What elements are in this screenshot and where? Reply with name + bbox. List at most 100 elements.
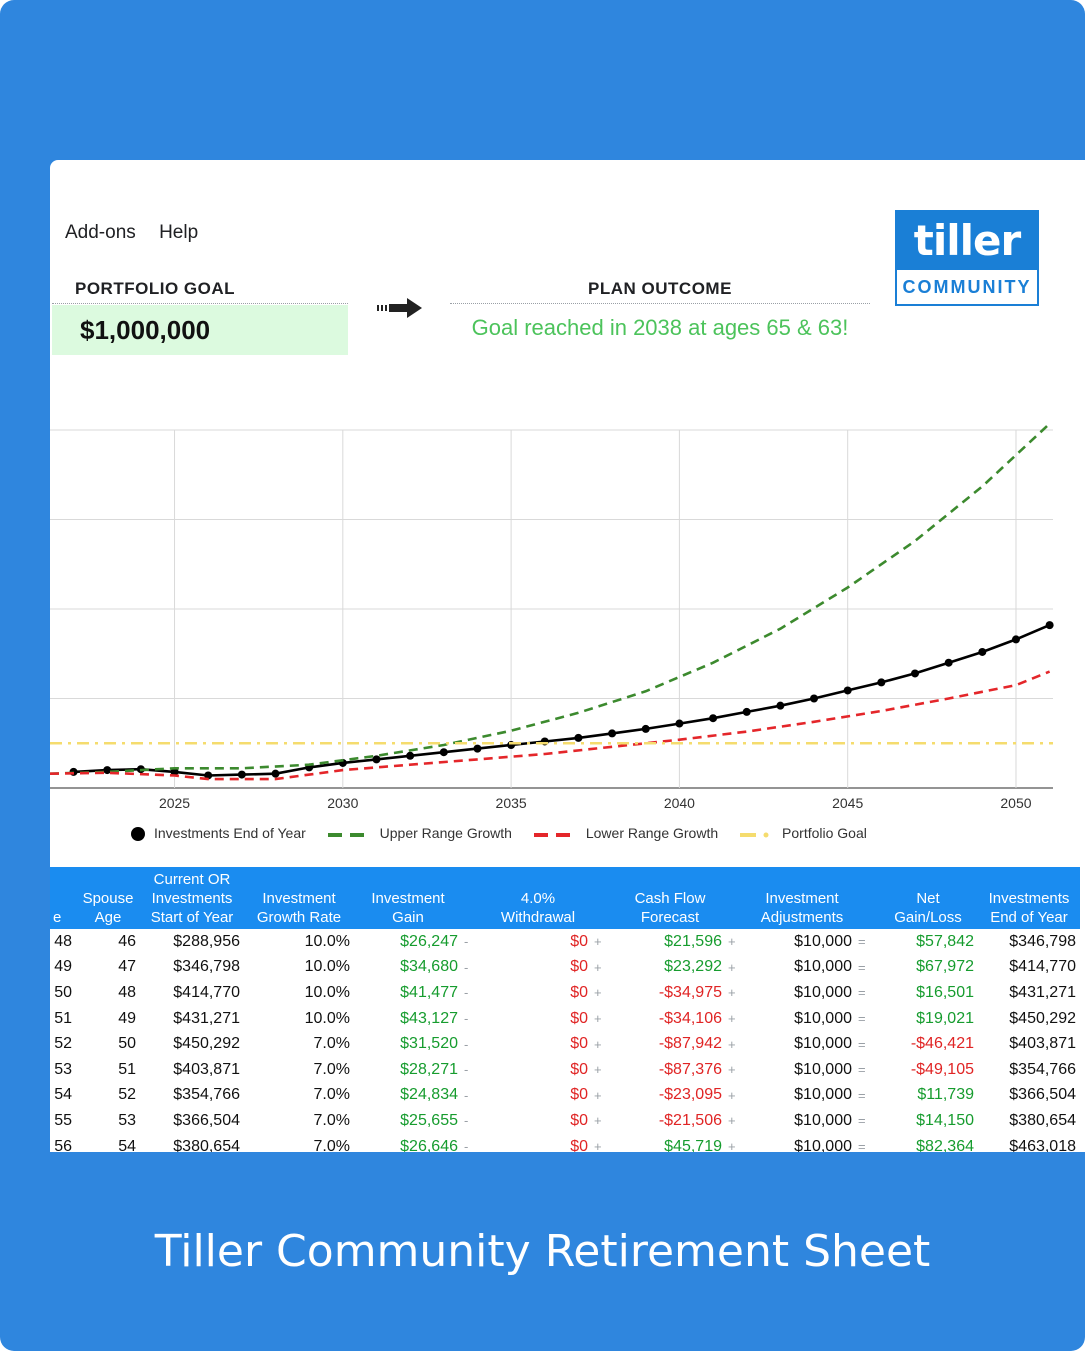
table-cell[interactable]: $67,972 (916, 958, 974, 976)
table-cell[interactable]: $31,520 (400, 1035, 458, 1053)
table-cell[interactable]: - (464, 985, 469, 1001)
table-cell[interactable]: $14,150 (916, 1111, 974, 1129)
table-cell[interactable]: 47 (118, 958, 136, 976)
table-cell[interactable]: - (464, 1062, 469, 1078)
table-cell[interactable]: - (464, 1087, 469, 1103)
table-cell[interactable]: $288,956 (173, 932, 240, 950)
table-cell[interactable]: $43,127 (400, 1009, 458, 1027)
table-cell[interactable]: $41,477 (400, 983, 458, 1001)
portfolio-goal-cell[interactable]: $1,000,000 (52, 305, 348, 355)
table-cell[interactable]: = (858, 1036, 866, 1052)
table-cell[interactable]: $10,000 (794, 1060, 852, 1078)
table-cell[interactable]: -$46,421 (910, 1035, 974, 1053)
table-cell[interactable]: - (464, 1113, 469, 1129)
table-cell[interactable]: 48 (118, 983, 136, 1001)
table-cell[interactable]: 49 (54, 958, 72, 976)
table-cell[interactable]: 10.0% (304, 932, 350, 950)
table-cell[interactable]: 52 (54, 1035, 72, 1053)
table-row[interactable]: 55 53 $366,504 7.0% $25,655- $0 + -$21,506 + $10,… (50, 1108, 1080, 1134)
table-cell[interactable]: $431,271 (173, 1009, 240, 1027)
table-cell[interactable]: + (728, 1062, 736, 1078)
table-cell[interactable]: 7.0% (313, 1111, 350, 1129)
table-cell[interactable]: 54 (118, 1137, 136, 1152)
table-cell[interactable]: $463,018 (1009, 1137, 1076, 1152)
table-cell[interactable]: + (728, 1139, 736, 1152)
table-cell[interactable]: -$34,106 (658, 1009, 722, 1027)
table-cell[interactable]: -$87,942 (658, 1035, 722, 1053)
table-cell[interactable]: $403,871 (173, 1060, 240, 1078)
table-cell[interactable]: $10,000 (794, 1009, 852, 1027)
table-cell[interactable]: $57,842 (916, 932, 974, 950)
table-cell[interactable]: $414,770 (1009, 958, 1076, 976)
table-cell[interactable]: $0 (570, 1111, 588, 1129)
table-cell[interactable]: $10,000 (794, 932, 852, 950)
table-cell[interactable]: $380,654 (1009, 1111, 1076, 1129)
table-cell[interactable]: 50 (118, 1035, 136, 1053)
table-cell[interactable]: $23,292 (664, 958, 722, 976)
table-cell[interactable]: 7.0% (313, 1035, 350, 1053)
table-cell[interactable]: - (464, 1011, 469, 1027)
table-cell[interactable]: = (858, 1011, 866, 1027)
table-cell[interactable]: $346,798 (173, 958, 240, 976)
table-cell[interactable]: $366,504 (1009, 1086, 1076, 1104)
table-cell[interactable]: $0 (570, 1009, 588, 1027)
table-cell[interactable]: 46 (118, 932, 136, 950)
table-cell[interactable]: + (594, 934, 602, 950)
table-cell[interactable]: + (728, 1011, 736, 1027)
table-cell[interactable]: $354,766 (173, 1086, 240, 1104)
table-cell[interactable]: $0 (570, 1060, 588, 1078)
table-cell[interactable]: $431,271 (1009, 983, 1076, 1001)
table-cell[interactable]: 49 (118, 1009, 136, 1027)
table-row[interactable]: 49 47 $346,798 10.0% $34,680- $0 + $23,292 + $10,… (50, 955, 1080, 981)
table-cell[interactable]: $0 (570, 932, 588, 950)
table-cell[interactable]: + (594, 959, 602, 975)
table-cell[interactable]: -$21,506 (658, 1111, 722, 1129)
table-row[interactable]: 50 48 $414,770 10.0% $41,477- $0 + -$34,975 + $10… (50, 980, 1080, 1006)
table-cell[interactable]: $0 (570, 1086, 588, 1104)
menu-item-help[interactable]: Help (159, 222, 199, 243)
table-cell[interactable]: + (728, 985, 736, 1001)
table-row[interactable]: 53 51 $403,871 7.0% $28,271- $0 + -$87,376 + $10,… (50, 1057, 1080, 1083)
table-cell[interactable]: $354,766 (1009, 1060, 1076, 1078)
table-cell[interactable]: $366,504 (173, 1111, 240, 1129)
table-cell[interactable]: $10,000 (794, 1137, 852, 1152)
table-cell[interactable]: $10,000 (794, 983, 852, 1001)
table-cell[interactable]: - (464, 1139, 469, 1152)
table-cell[interactable]: 7.0% (313, 1060, 350, 1078)
table-cell[interactable]: $414,770 (173, 983, 240, 1001)
table-cell[interactable]: $10,000 (794, 1111, 852, 1129)
menu-item-addons[interactable]: Add-ons (65, 222, 136, 243)
table-cell[interactable]: + (728, 1036, 736, 1052)
table-cell[interactable]: $11,739 (917, 1086, 974, 1104)
table-cell[interactable]: $34,680 (400, 958, 458, 976)
table-cell[interactable]: + (594, 1113, 602, 1129)
table-cell[interactable]: + (728, 959, 736, 975)
table-cell[interactable]: - (464, 959, 469, 975)
table-cell[interactable]: + (594, 1062, 602, 1078)
table-cell[interactable]: - (464, 1036, 469, 1052)
table-cell[interactable]: = (858, 1113, 866, 1129)
table-cell[interactable]: + (728, 934, 736, 950)
table-cell[interactable]: $28,271 (400, 1060, 458, 1078)
table-cell[interactable]: = (858, 1062, 866, 1078)
table-row[interactable]: 56 54 $380,654 7.0% $26,646- $0 + $45,719 + $10,0… (50, 1134, 1080, 1152)
table-cell[interactable]: 52 (118, 1086, 136, 1104)
table-cell[interactable]: + (594, 985, 602, 1001)
table-row[interactable]: 52 50 $450,292 7.0% $31,520- $0 + -$87,942 + $10,… (50, 1031, 1080, 1057)
table-cell[interactable]: $10,000 (794, 958, 852, 976)
table-row[interactable]: 54 52 $354,766 7.0% $24,834- $0 + -$23,095 + $10,… (50, 1083, 1080, 1109)
table-cell[interactable]: + (594, 1087, 602, 1103)
table-cell[interactable]: $24,834 (400, 1086, 458, 1104)
table-cell[interactable]: -$34,975 (658, 983, 722, 1001)
table-cell[interactable]: $82,364 (916, 1137, 974, 1152)
table-cell[interactable]: $19,021 (916, 1009, 974, 1027)
table-cell[interactable]: $450,292 (1009, 1009, 1076, 1027)
table-cell[interactable]: + (594, 1139, 602, 1152)
table-row[interactable]: 51 49 $431,271 10.0% $43,127- $0 + -$34,106 + $10… (50, 1006, 1080, 1032)
table-cell[interactable]: $380,654 (173, 1137, 240, 1152)
table-cell[interactable]: $0 (570, 958, 588, 976)
table-cell[interactable]: 54 (54, 1086, 72, 1104)
table-cell[interactable]: $16,501 (916, 983, 974, 1001)
table-cell[interactable]: $10,000 (794, 1086, 852, 1104)
table-cell[interactable]: $26,247 (400, 932, 458, 950)
